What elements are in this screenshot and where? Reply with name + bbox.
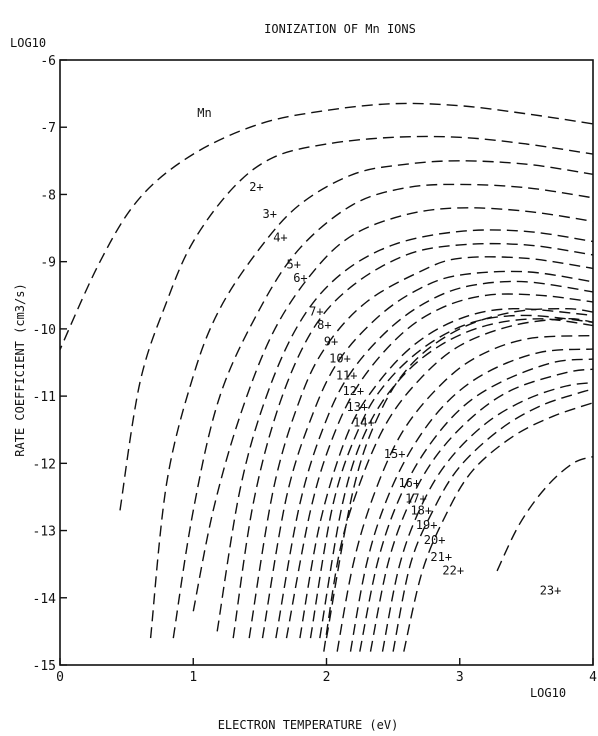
curve-label: 4+ — [273, 231, 287, 245]
y-scale-label: LOG10 — [10, 36, 46, 50]
series-line-12 — [299, 307, 593, 639]
series-line-20 — [369, 368, 593, 652]
series-line-19 — [359, 358, 593, 652]
curve-label: 21+ — [430, 550, 452, 564]
curve-label: 8+ — [317, 318, 331, 332]
x-tick-label: 4 — [589, 670, 597, 685]
series-line-24 — [496, 455, 593, 572]
curve-label: 16+ — [398, 476, 420, 490]
curve-label: 9+ — [324, 335, 338, 349]
curve-label: 14+ — [353, 415, 375, 429]
series-line-16 — [323, 318, 593, 652]
y-tick-label: -6 — [40, 54, 56, 69]
x-tick-label: 2 — [323, 670, 331, 685]
y-tick-label: -10 — [33, 323, 56, 338]
curve-label: 18+ — [410, 503, 432, 517]
series-line-23 — [403, 402, 593, 652]
curve-label: 20+ — [424, 533, 446, 547]
curve-label: 12+ — [342, 384, 364, 398]
y-tick-label: -15 — [33, 659, 56, 674]
series-line-22 — [392, 388, 593, 652]
y-tick-label: -7 — [40, 121, 56, 136]
series-line-10 — [275, 280, 593, 639]
series-line-2 — [119, 135, 593, 511]
y-tick-label: -11 — [33, 390, 56, 405]
series-line-5 — [192, 207, 593, 612]
series-line-13 — [309, 314, 593, 639]
curve-label: Mn — [197, 106, 211, 120]
curve-label: 22+ — [442, 563, 464, 577]
x-tick-label: 1 — [189, 670, 197, 685]
curve-labels-group: Mn2+3+4+5+6+7+8+9+10+11+12+13+14+15+16+1… — [197, 106, 561, 597]
curve-label: 13+ — [346, 400, 368, 414]
x-tick-label: 3 — [456, 670, 464, 685]
series-line-4 — [172, 183, 593, 639]
curve-label: 5+ — [287, 257, 301, 271]
series-line-6 — [216, 229, 593, 632]
curve-label: 3+ — [263, 207, 277, 221]
series-line-18 — [349, 348, 593, 652]
x-scale-label: LOG10 — [530, 686, 566, 700]
curve-label: 6+ — [293, 271, 307, 285]
series-line-1 — [60, 102, 593, 352]
series-line-7 — [232, 242, 593, 639]
curve-label: 2+ — [249, 180, 263, 194]
curve-label: 15+ — [384, 447, 406, 461]
series-line-21 — [381, 382, 593, 652]
curve-label: 10+ — [329, 352, 351, 366]
x-tick-label: 0 — [56, 670, 64, 685]
y-tick-label: -8 — [40, 188, 56, 203]
series-line-11 — [285, 293, 593, 639]
axis-ticks: 0 1 2 3 4 -6 -7 -8 -9 -10 -11 -12 -13 -14 -15 — [33, 54, 598, 685]
y-axis-title: RATE COEFFICIENT (cm3/s) — [13, 283, 27, 456]
series-line-9 — [261, 270, 593, 639]
series-line-3 — [149, 160, 593, 639]
curve-label: 19+ — [416, 518, 438, 532]
y-tick-label: -9 — [40, 256, 56, 271]
x-axis-title: ELECTRON TEMPERATURE (eV) — [218, 718, 399, 732]
curve-label: 17+ — [405, 491, 427, 505]
curve-label: 7+ — [309, 304, 323, 318]
series-line-15 — [325, 307, 593, 639]
plot-frame — [59, 59, 594, 666]
chart-title: IONIZATION OF Mn IONS — [264, 22, 416, 36]
y-tick-label: -13 — [33, 525, 56, 540]
series-line-8 — [248, 256, 593, 639]
series-line-17 — [336, 334, 593, 652]
y-tick-label: -14 — [33, 592, 57, 607]
curve-label: 11+ — [336, 368, 358, 382]
curve-label: 23+ — [540, 583, 562, 597]
curves-group — [60, 102, 593, 652]
y-tick-label: -12 — [33, 457, 56, 472]
